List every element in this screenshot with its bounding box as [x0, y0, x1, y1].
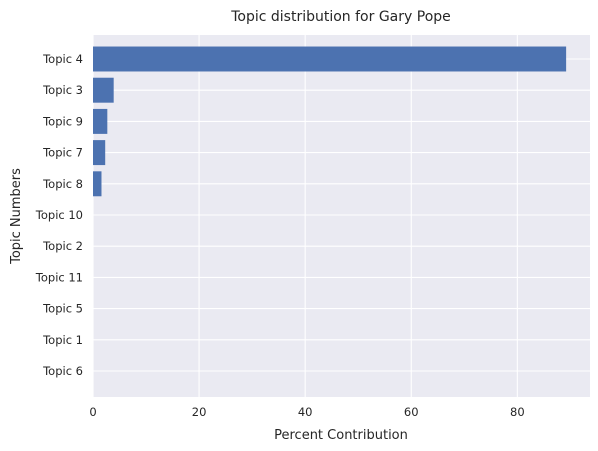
plot-area	[93, 35, 590, 397]
x-tick-label: 40	[298, 405, 313, 419]
bar-topic-4	[93, 46, 567, 72]
bars	[93, 46, 567, 197]
y-tick-label: Topic 4	[42, 52, 83, 66]
y-tick-label: Topic 5	[42, 302, 83, 316]
x-tick-label: 80	[510, 405, 525, 419]
y-tick-label: Topic 7	[42, 146, 83, 160]
x-tick-labels: 0 20 40 60 80	[89, 405, 524, 419]
bar-topic-7	[93, 140, 106, 166]
y-tick-label: Topic 2	[42, 239, 83, 253]
y-tick-label: Topic 6	[42, 364, 83, 378]
chart-title: Topic distribution for Gary Pope	[230, 9, 451, 25]
x-tick-label: 60	[404, 405, 419, 419]
x-axis-label: Percent Contribution	[274, 428, 408, 443]
bar-topic-3	[93, 77, 114, 103]
x-tick-label: 0	[89, 405, 96, 419]
y-tick-label: Topic 9	[42, 114, 83, 128]
y-tick-label: Topic 3	[42, 83, 83, 97]
y-tick-labels: Topic 4 Topic 3 Topic 9 Topic 7 Topic 8 Topic…	[35, 52, 83, 378]
x-tick-label: 20	[192, 405, 207, 419]
y-tick-label: Topic 10	[35, 208, 83, 222]
bar-topic-9	[93, 108, 108, 134]
y-tick-label: Topic 1	[42, 333, 83, 347]
y-tick-label: Topic 11	[35, 270, 83, 284]
y-tick-label: Topic 8	[42, 177, 83, 191]
bar-topic-8	[93, 171, 102, 197]
y-axis-label: Topic Numbers	[9, 168, 24, 265]
